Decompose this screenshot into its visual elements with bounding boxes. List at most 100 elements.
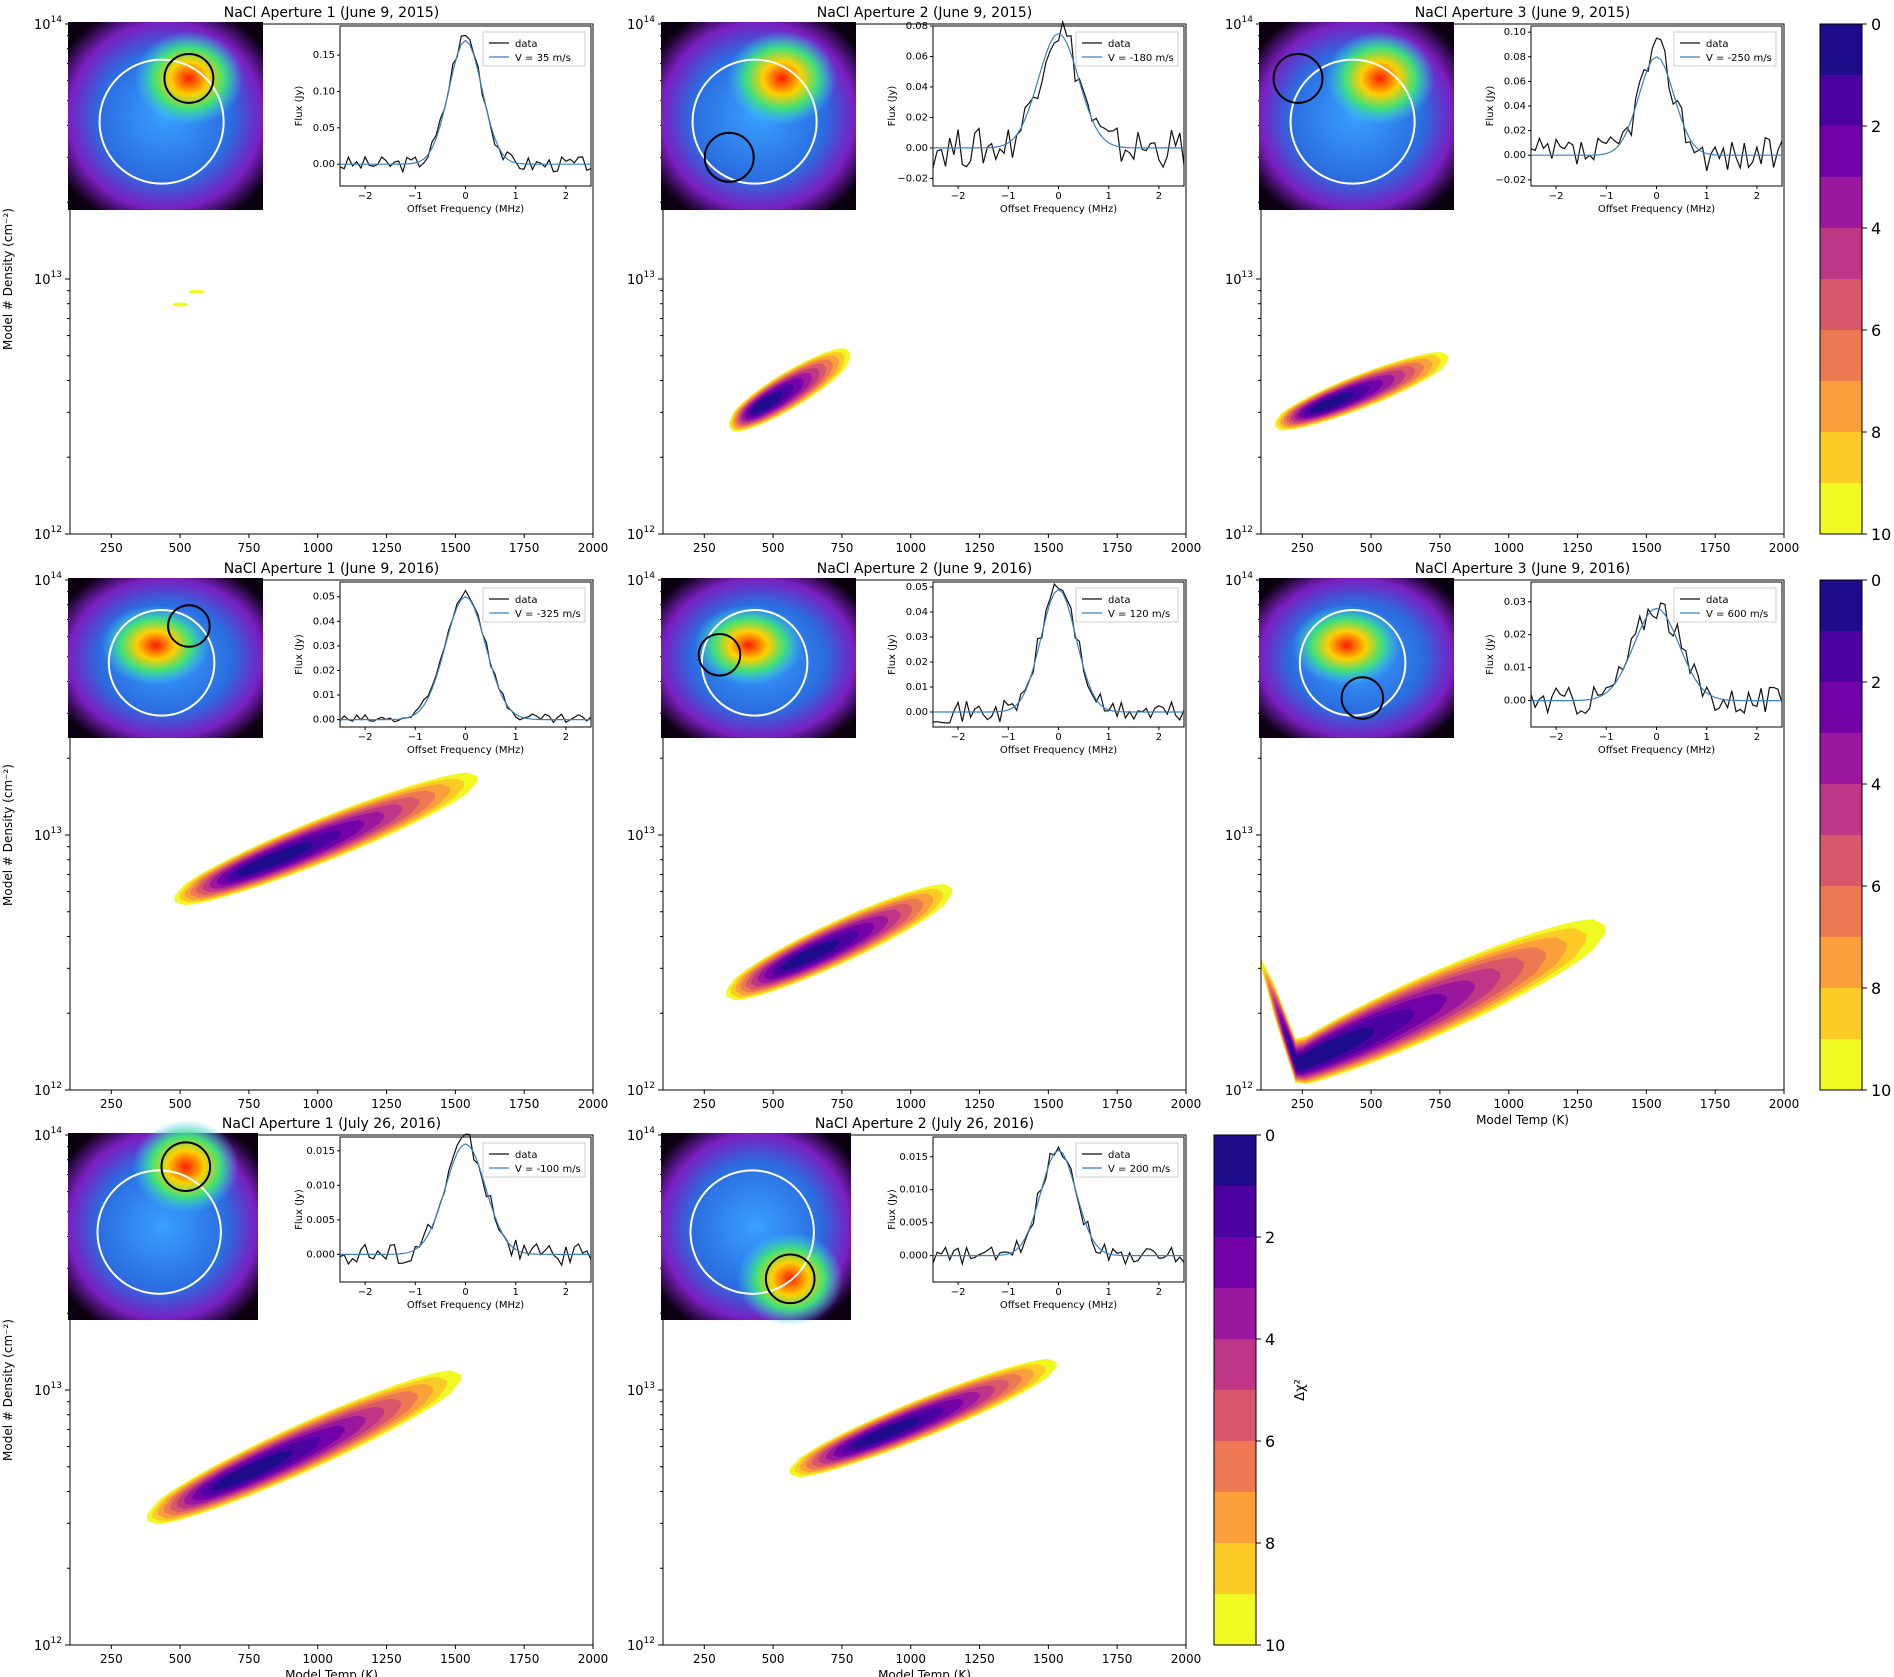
colorbar-level-7 [1214, 1492, 1256, 1544]
x-tick-label: 1000 [302, 541, 333, 555]
spectrum-data-line [339, 34, 592, 174]
x-tick-label: 2000 [578, 1652, 609, 1666]
colorbar-level-5 [1820, 279, 1862, 331]
map-hotspot [694, 605, 804, 686]
inset-y-tick: −0.02 [1495, 175, 1526, 186]
inset-x-tick: 2 [563, 1287, 569, 1298]
x-tick-label: 250 [693, 1652, 716, 1666]
map-aperture-circle [1272, 52, 1324, 104]
inset-x-tick: −1 [1599, 732, 1614, 743]
legend-data-label: data [1108, 39, 1131, 50]
inset-x-tick: 0 [462, 732, 468, 743]
map-inset [661, 578, 856, 738]
chi2-level-0 [853, 1417, 921, 1448]
inset-y-label: Flux (Jy) [887, 86, 898, 127]
map-hotspot [101, 605, 211, 686]
legend-model-label: V = 600 m/s [1706, 609, 1768, 620]
spectrum-inset: −2 −1 0 1 2 0.00 0.01 0.02 0.03 Offset Frequency … [1485, 581, 1783, 756]
map-inset [68, 578, 263, 738]
spectrum-inset: −2 −1 0 1 2 0.00 0.05 0.10 0.15 Offset Frequency … [294, 25, 592, 215]
x-tick-label: 2000 [578, 1097, 609, 1111]
inset-x-tick: 2 [1754, 191, 1760, 202]
colorbar-level-9 [1820, 1039, 1862, 1091]
y-tick-label: 1013 [627, 270, 655, 288]
colorbar-level-7 [1820, 937, 1862, 989]
inset-y-tick: 0.01 [1504, 663, 1526, 674]
inset-y-label: Flux (Jy) [1485, 86, 1496, 127]
inset-y-tick: 0.06 [1504, 76, 1526, 87]
panel-8: NaCl Aperture 2 (July 26, 2016) 250 500 750… [627, 1116, 1201, 1677]
inset-x-tick: 0 [1055, 732, 1061, 743]
legend-model-label: V = 120 m/s [1108, 609, 1170, 620]
map-hotspot [1325, 31, 1435, 126]
x-tick-label: 1000 [895, 1652, 926, 1666]
x-tick-label: 750 [237, 1097, 260, 1111]
x-tick-label: 1750 [1102, 1652, 1133, 1666]
inset-x-tick: 2 [563, 732, 569, 743]
colorbar-level-1 [1214, 1186, 1256, 1238]
spectrum-model-line [340, 1143, 591, 1256]
inset-x-tick: −2 [951, 191, 966, 202]
x-tick-label: 500 [762, 1652, 785, 1666]
x-tick-label: 1250 [371, 1652, 402, 1666]
x-tick-label: 500 [169, 1097, 192, 1111]
inset-y-tick: 0.010 [306, 1180, 335, 1191]
inset-y-tick: 0.015 [899, 1152, 928, 1163]
colorbar-tick: 2 [1871, 117, 1881, 136]
inset-x-tick: 0 [1653, 732, 1659, 743]
inset-y-tick: 0.04 [313, 616, 335, 627]
x-tick-label: 750 [830, 1652, 853, 1666]
spectrum-model-line [340, 39, 591, 165]
colorbar-level-6 [1820, 886, 1862, 938]
x-tick-label: 1750 [1102, 541, 1133, 555]
y-tick-label: 1013 [1225, 826, 1253, 844]
colorbar-level-9 [1214, 1594, 1256, 1646]
y-tick-label: 1014 [34, 1126, 62, 1144]
legend-model-label: V = -180 m/s [1108, 53, 1174, 64]
x-tick-label: 2000 [1171, 541, 1202, 555]
inset-y-label: Flux (Jy) [887, 1189, 898, 1230]
inset-y-tick: 0.02 [1504, 126, 1526, 137]
spectrum-model-line [1531, 607, 1782, 702]
map-inset [68, 1119, 258, 1320]
colorbar-tick: 2 [1265, 1228, 1275, 1247]
chi2-contours [1274, 352, 1449, 431]
spectrum-model-line [933, 32, 1184, 149]
legend-model-label: V = 35 m/s [515, 53, 571, 64]
map-inset [68, 22, 263, 210]
inset-x-tick: 2 [563, 191, 569, 202]
x-tick-label: 1750 [509, 541, 540, 555]
inset-y-label: Flux (Jy) [294, 1189, 305, 1230]
map-inset [661, 22, 856, 210]
map-circle-large [691, 58, 818, 185]
inset-x-tick: −1 [408, 1287, 423, 1298]
inset-x-tick: −2 [951, 1287, 966, 1298]
legend-data-label: data [515, 39, 538, 50]
panel-title: NaCl Aperture 1 (June 9, 2016) [224, 561, 440, 577]
panel-title: NaCl Aperture 1 (June 9, 2015) [224, 5, 440, 21]
colorbar-tick: 10 [1871, 1081, 1891, 1100]
x-tick-label: 750 [237, 1652, 260, 1666]
y-tick-label: 1012 [34, 1636, 62, 1654]
inset-x-tick: 1 [1704, 191, 1710, 202]
panel-title: NaCl Aperture 1 (July 26, 2016) [222, 1116, 441, 1132]
x-tick-label: 1250 [964, 1652, 995, 1666]
inset-x-label: Offset Frequency (MHz) [1000, 204, 1117, 215]
colorbar-tick: 0 [1871, 15, 1881, 34]
x-tick-label: 1500 [1631, 541, 1662, 555]
colorbar-level-1 [1820, 631, 1862, 683]
inset-legend [1673, 587, 1777, 623]
inset-y-tick: 0.03 [313, 641, 335, 652]
colorbar-level-3 [1820, 177, 1862, 229]
inset-y-tick: 0.04 [906, 607, 928, 618]
legend-model-label: V = -250 m/s [1706, 53, 1772, 64]
map-inset [661, 1133, 851, 1326]
map-hotspot [737, 1232, 844, 1326]
x-tick-label: 250 [693, 541, 716, 555]
inset-x-tick: −2 [1549, 191, 1564, 202]
colorbar-tick: 10 [1265, 1636, 1285, 1655]
map-hotspot [134, 31, 244, 126]
inset-x-tick: 1 [513, 1287, 519, 1298]
chi2-contours [147, 1370, 461, 1525]
